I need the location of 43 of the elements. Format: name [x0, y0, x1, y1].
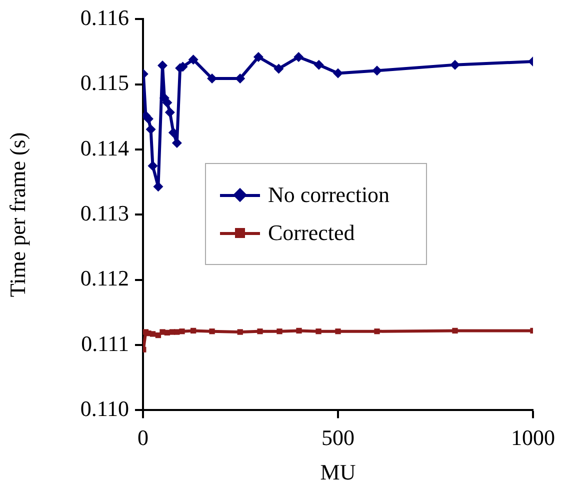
y-tick-label: 0.115 — [80, 70, 129, 96]
point — [294, 52, 304, 62]
point — [276, 328, 282, 334]
y-axis-title: Time per frame (s) — [4, 132, 30, 298]
point — [162, 98, 172, 108]
point — [372, 66, 382, 76]
x-axis-title: MU — [320, 460, 356, 485]
point — [190, 328, 196, 334]
point — [148, 160, 158, 171]
point — [179, 328, 185, 334]
point — [209, 328, 215, 334]
y-tick-label: 0.112 — [80, 266, 129, 291]
x-tick-label: 0 — [138, 425, 148, 450]
x-tick-label: 500 — [322, 425, 354, 450]
legend-label: Corrected — [268, 220, 355, 246]
y-tick-label: 0.113 — [80, 200, 129, 226]
point — [314, 60, 324, 70]
point — [253, 52, 264, 62]
point — [316, 328, 322, 334]
point — [174, 329, 180, 335]
point — [237, 329, 243, 335]
point — [188, 54, 198, 65]
point — [274, 64, 284, 74]
point — [158, 60, 168, 70]
point — [335, 328, 341, 334]
legend-label: No correction — [268, 182, 390, 208]
y-tick-label: 0.110 — [80, 396, 129, 421]
y-tick-label: 0.111 — [81, 330, 129, 356]
point — [172, 138, 182, 148]
point — [452, 328, 458, 334]
y-tick-label: 0.116 — [80, 4, 129, 30]
y-tick-label: 0.114 — [80, 135, 129, 160]
point — [450, 60, 460, 70]
point — [257, 328, 263, 334]
point — [164, 107, 175, 118]
point — [374, 328, 380, 334]
point — [150, 331, 156, 337]
point — [235, 74, 246, 84]
point — [296, 328, 302, 334]
x-tick-label: 1000 — [511, 425, 555, 450]
point — [333, 68, 343, 78]
point — [146, 124, 156, 134]
point — [153, 182, 164, 192]
